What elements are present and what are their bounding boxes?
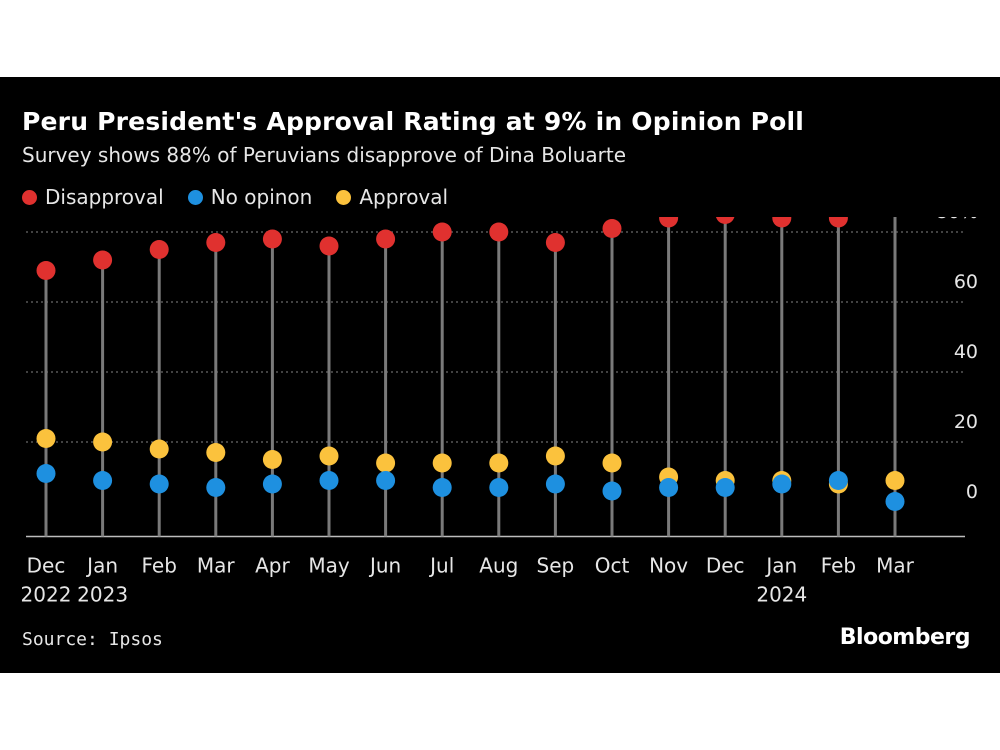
- approval-point: [489, 453, 509, 473]
- no-opinion-point: [602, 481, 622, 501]
- approval-point: [262, 450, 282, 469]
- approval-point: [206, 443, 226, 462]
- x-tick-label: May: [308, 554, 350, 578]
- disapproval-point: [828, 217, 848, 228]
- disapproval-point: [149, 240, 169, 259]
- x-year-label: 2024: [756, 583, 807, 607]
- x-tick-label: Nov: [649, 554, 688, 578]
- legend-swatch-approval: [336, 189, 352, 205]
- y-tick-label: 80%: [936, 217, 978, 223]
- no-opinion-point: [93, 471, 113, 490]
- x-year-label: 2023: [77, 583, 128, 607]
- approval-point: [885, 471, 905, 490]
- x-tick-label: Dec: [706, 554, 745, 578]
- disapproval-point: [262, 229, 282, 249]
- approval-point: [432, 453, 452, 473]
- legend-label-disapproval: Disapproval: [45, 185, 164, 209]
- approval-point: [93, 432, 113, 452]
- no-opinion-point: [36, 464, 56, 483]
- disapproval-point: [772, 217, 792, 228]
- legend-item-approval: Approval: [336, 185, 448, 209]
- no-opinion-point: [206, 478, 226, 497]
- legend-item-no-opinion: No opinon: [187, 185, 313, 209]
- chart-panel: Peru President's Approval Rating at 9% i…: [0, 77, 1000, 673]
- no-opinion-point: [545, 474, 565, 494]
- disapproval-point: [432, 222, 452, 242]
- legend-swatch-disapproval: [22, 189, 37, 205]
- x-tick-label: Apr: [255, 554, 290, 578]
- legend-label-no-opinion: No opinon: [210, 185, 313, 209]
- source-note: Source: Ipsos: [22, 629, 163, 650]
- disapproval-point: [36, 261, 56, 280]
- no-opinion-point: [489, 478, 509, 497]
- disapproval-point: [206, 233, 226, 252]
- x-year-label: 2022: [21, 583, 72, 607]
- chart-title: Peru President's Approval Rating at 9% i…: [22, 107, 805, 136]
- x-tick-label: Sep: [537, 554, 575, 578]
- bloomberg-logo: Bloomberg: [839, 625, 971, 650]
- disapproval-point: [93, 250, 113, 270]
- no-opinion-point: [659, 478, 679, 497]
- approval-point: [36, 429, 56, 448]
- approval-point: [376, 453, 396, 473]
- x-tick-label: Feb: [821, 554, 856, 578]
- legend: Disapproval No opinon Approval: [22, 185, 472, 209]
- y-tick-label: 0: [966, 481, 978, 503]
- chart-subtitle: Survey shows 88% of Peruvians disapprove…: [22, 143, 627, 167]
- no-opinion-point: [772, 474, 792, 494]
- no-opinion-point: [376, 471, 396, 490]
- x-tick-label: Jul: [428, 554, 454, 578]
- no-opinion-point: [715, 478, 735, 497]
- legend-label-approval: Approval: [359, 185, 449, 209]
- no-opinion-point: [319, 471, 339, 490]
- x-tick-label: Jun: [368, 554, 401, 578]
- disapproval-point: [376, 229, 396, 249]
- no-opinion-point: [149, 474, 169, 494]
- approval-point: [149, 439, 169, 459]
- disapproval-point: [545, 233, 565, 252]
- x-tick-label: Mar: [876, 554, 915, 578]
- no-opinion-point: [432, 478, 452, 497]
- no-opinion-point: [828, 471, 848, 490]
- legend-item-disapproval: Disapproval: [22, 185, 164, 209]
- disapproval-point: [716, 217, 735, 224]
- y-tick-label: 20: [954, 411, 978, 433]
- x-tick-label: Jan: [85, 554, 118, 578]
- approval-point: [319, 446, 339, 466]
- y-tick-label: 60: [954, 271, 978, 293]
- x-tick-label: Dec: [27, 554, 66, 578]
- x-tick-label: Jan: [764, 554, 797, 578]
- x-tick-label: Mar: [197, 554, 236, 578]
- disapproval-point: [659, 217, 679, 228]
- no-opinion-point: [885, 492, 905, 511]
- disapproval-point: [602, 219, 622, 238]
- legend-swatch-no-opinion: [187, 189, 203, 205]
- approval-point: [545, 446, 565, 466]
- x-tick-label: Feb: [141, 554, 176, 578]
- x-tick-label: Oct: [595, 554, 630, 578]
- y-tick-label: 40: [954, 341, 978, 363]
- dumbbell-chart: 0 20 40 60 80% Dec Jan Feb Mar Apr May Jun Jul Aug Sep…: [21, 217, 978, 607]
- x-tick-label: Aug: [479, 554, 518, 578]
- approval-point: [602, 453, 622, 473]
- disapproval-point: [489, 222, 509, 242]
- disapproval-point: [319, 236, 339, 256]
- no-opinion-point: [262, 474, 282, 494]
